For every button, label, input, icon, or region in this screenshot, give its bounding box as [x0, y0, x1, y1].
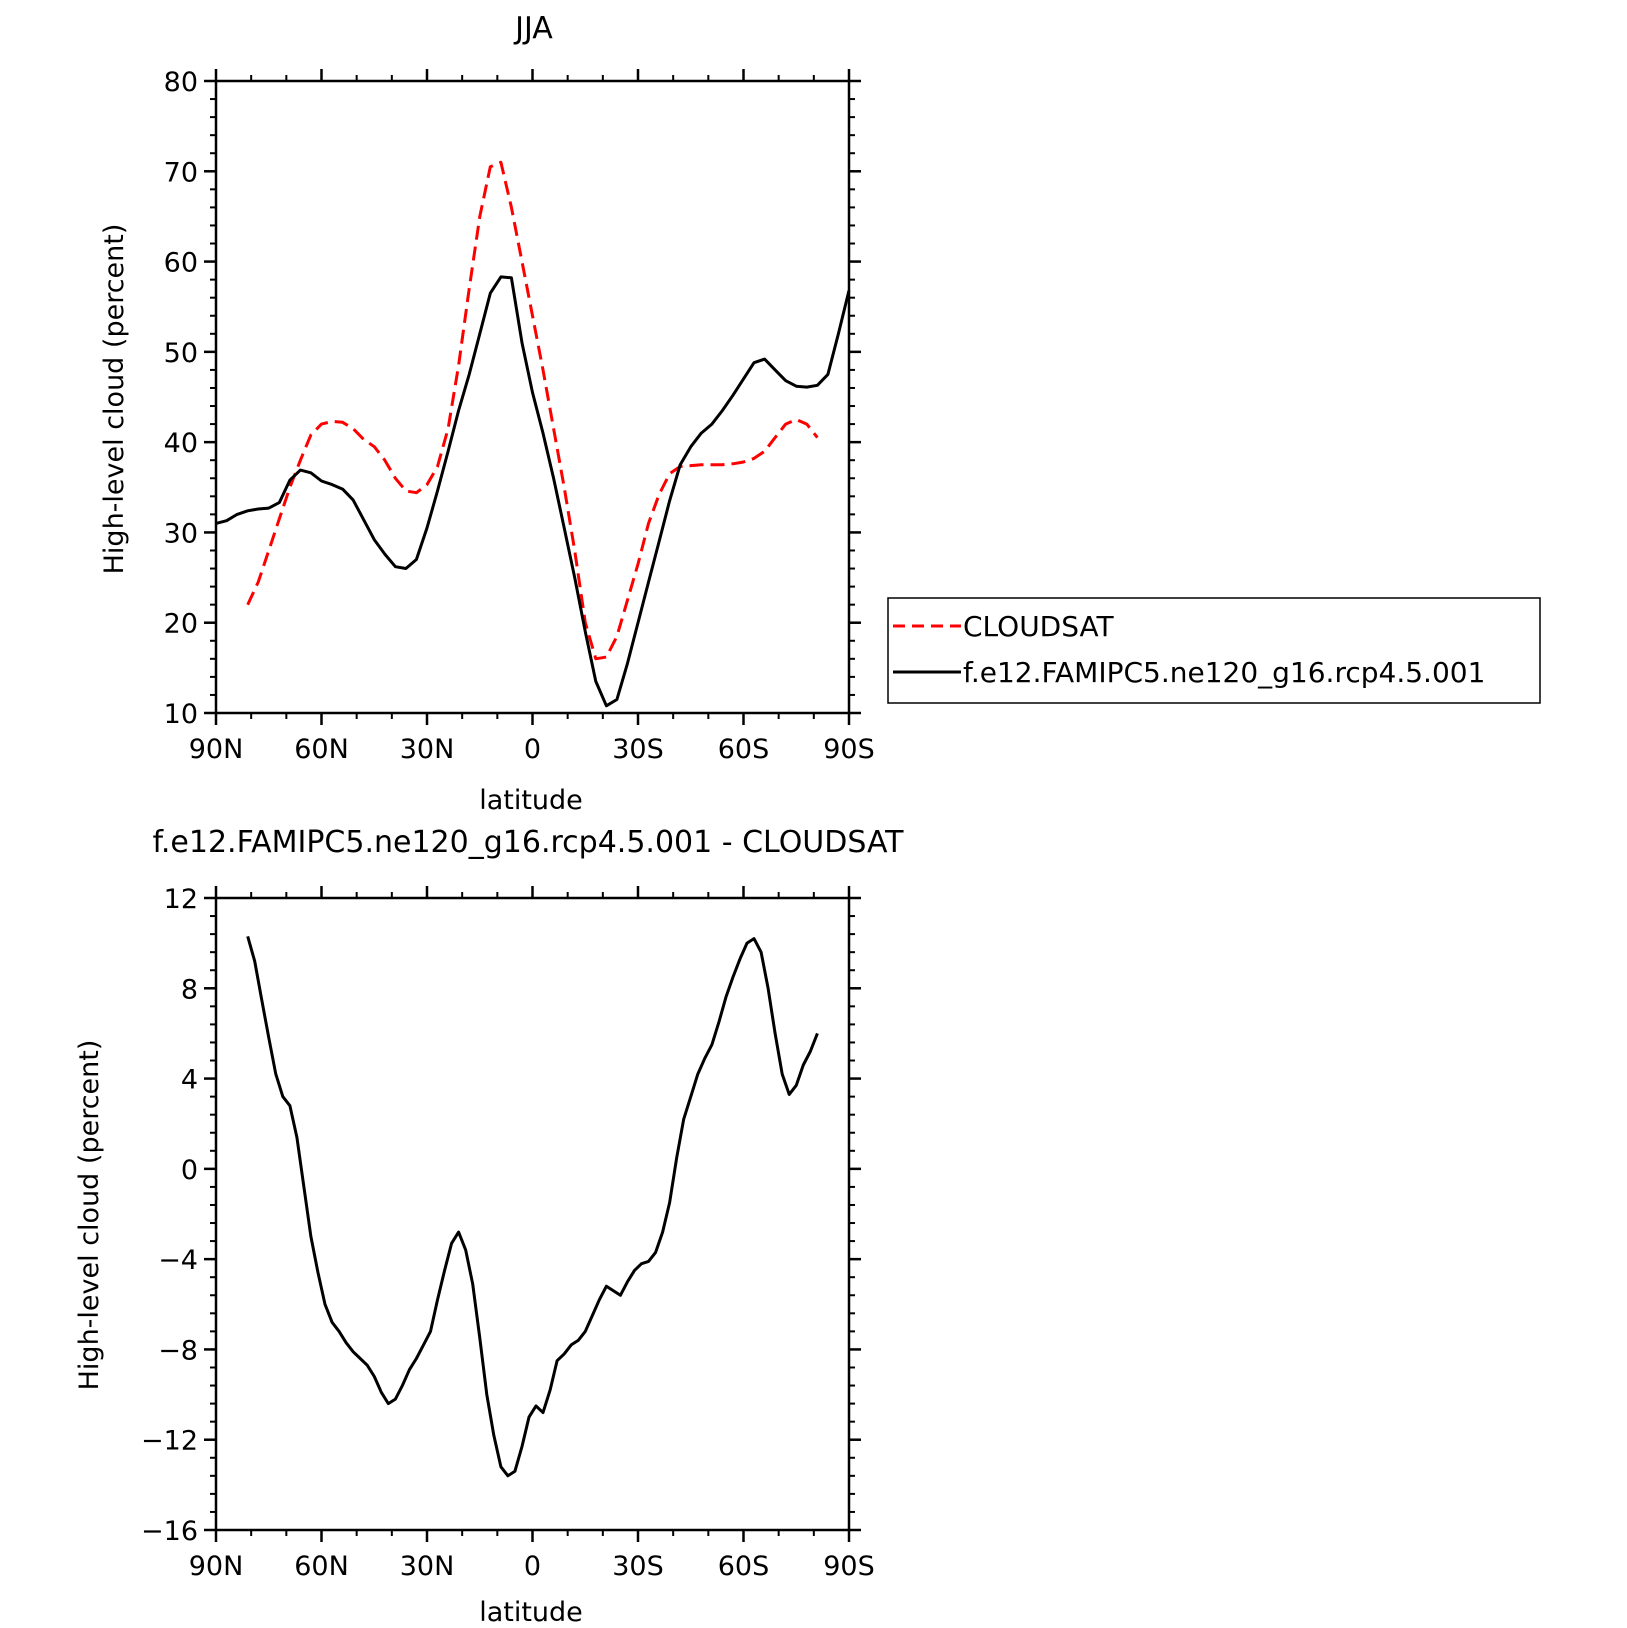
bottom-x-tick-label: 30S — [612, 1551, 664, 1582]
top-chart-panel: JJA High-level cloud (percent) latitude … — [99, 11, 875, 816]
bottom-y-tick-label: −16 — [141, 1516, 198, 1547]
bottom-y-tick-label: −8 — [158, 1335, 198, 1366]
top-x-tick-label: 30N — [400, 734, 455, 765]
bottom-series-line-difference — [246, 935, 819, 1478]
top-y-tick-label: 10 — [164, 699, 198, 730]
legend-label-cloudsat: CLOUDSAT — [963, 610, 1115, 643]
top-x-tick-label: 60N — [294, 734, 349, 765]
top-chart-ylabel: High-level cloud (percent) — [99, 224, 130, 575]
bottom-x-tick-label: 0 — [524, 1551, 541, 1582]
bottom-y-tick-label: 0 — [181, 1155, 198, 1186]
bottom-y-tick-label: −4 — [158, 1245, 198, 1276]
top-y-tick-label: 20 — [164, 609, 198, 640]
bottom-x-tick-label: 90N — [189, 1551, 244, 1582]
legend-label-model: f.e12.FAMIPC5.ne120_g16.rcp4.5.001 — [963, 656, 1485, 689]
top-chart-xlabel: latitude — [479, 785, 583, 816]
top-series-line-f-e12-famipc5-ne120-g16-rcp4-5-001 — [215, 275, 851, 708]
top-x-tick-label: 0 — [524, 734, 541, 765]
bottom-chart-ylabel: High-level cloud (percent) — [74, 1040, 105, 1391]
bottom-y-tick-label: 8 — [181, 974, 198, 1005]
bottom-chart-xlabel: latitude — [479, 1597, 583, 1624]
top-series-line-cloudsat — [246, 160, 819, 661]
bottom-y-tick-label: 4 — [181, 1065, 198, 1096]
top-y-tick-label: 60 — [164, 248, 198, 279]
top-y-tick-label: 30 — [164, 518, 198, 549]
top-x-tick-label: 90S — [823, 734, 875, 765]
bottom-x-tick-label: 30N — [400, 1551, 455, 1582]
bottom-y-tick-label: 12 — [164, 884, 198, 915]
top-x-tick-label: 90N — [189, 734, 244, 765]
bottom-chart-panel: f.e12.FAMIPC5.ne120_g16.rcp4.5.001 - CLO… — [74, 825, 905, 1628]
top-y-tick-label: 50 — [164, 338, 198, 369]
bottom-x-tick-label: 60S — [718, 1551, 770, 1582]
top-y-tick-label: 80 — [164, 67, 198, 98]
top-y-tick-label: 40 — [164, 428, 198, 459]
bottom-x-tick-label: 60N — [294, 1551, 349, 1582]
chart-legend: CLOUDSAT f.e12.FAMIPC5.ne120_g16.rcp4.5.… — [887, 597, 1541, 704]
top-chart-title: JJA — [513, 11, 553, 46]
top-x-tick-label: 30S — [612, 734, 664, 765]
top-x-tick-label: 60S — [718, 734, 770, 765]
bottom-chart-title: f.e12.FAMIPC5.ne120_g16.rcp4.5.001 - CLO… — [153, 825, 905, 860]
top-y-tick-label: 70 — [164, 157, 198, 188]
bottom-y-tick-label: −12 — [141, 1426, 198, 1457]
legend-box — [887, 597, 1541, 704]
bottom-x-tick-label: 90S — [823, 1551, 875, 1582]
